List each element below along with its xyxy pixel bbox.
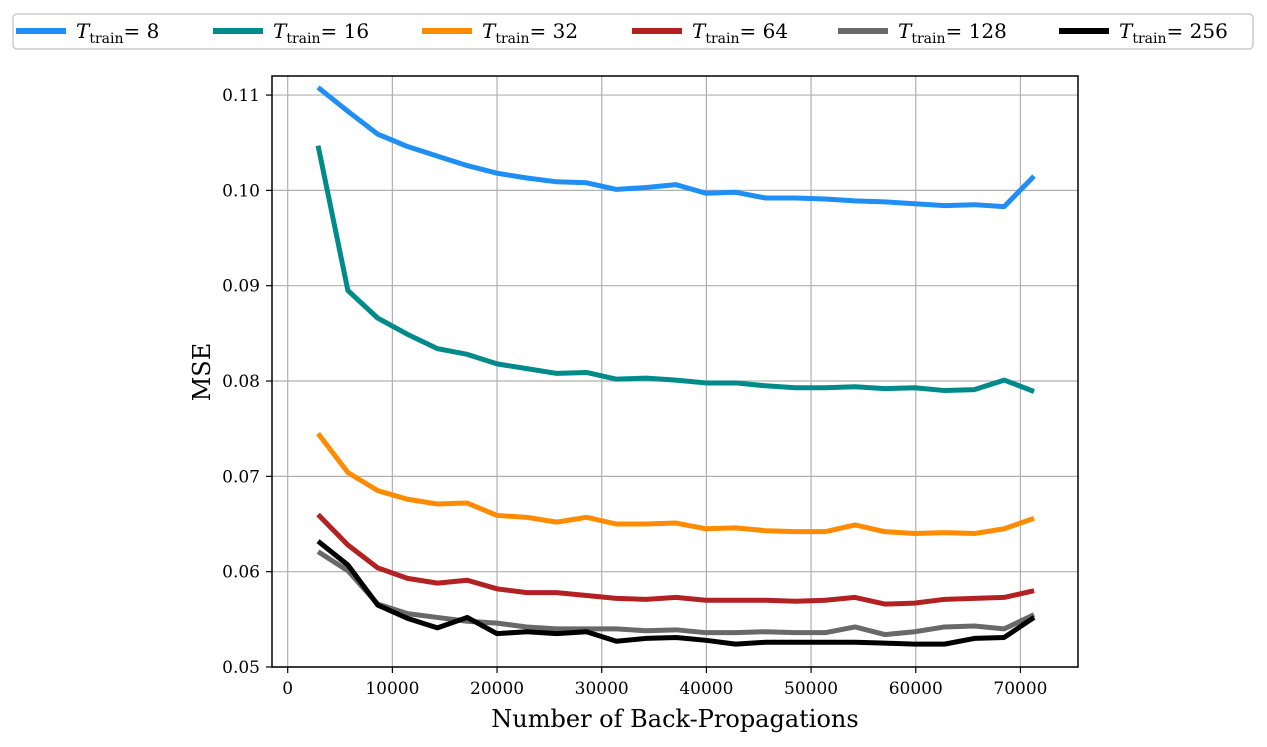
legend-label-base: T	[76, 19, 91, 43]
legend-label-subscript: train	[911, 31, 945, 47]
y-axis-label: MSE	[188, 343, 216, 402]
series-group	[315, 85, 1036, 647]
x-tick-label: 60000	[889, 679, 943, 699]
axis-ticks: 0 10000 20000 30000 40000 50000 60000 70000 0.05…	[222, 86, 1047, 699]
series-line-0	[316, 85, 1036, 210]
legend-label-subscript: train	[286, 31, 320, 47]
x-tick-label: 50000	[784, 679, 838, 699]
legend-label-value: = 256	[1167, 19, 1228, 43]
legend-label-value: = 32	[530, 19, 579, 43]
legend-label-subscript: train	[89, 31, 123, 47]
legend-label-subscript: train	[1132, 31, 1166, 47]
legend-label-5: Ttrain= 256	[1119, 19, 1228, 47]
y-tick-label: 0.06	[222, 563, 260, 583]
series-line-5	[316, 539, 1036, 647]
legend-label-value: = 16	[321, 19, 370, 43]
plot-frame	[271, 75, 1079, 668]
x-tick-label: 20000	[470, 679, 524, 699]
y-tick-label: 0.08	[222, 372, 260, 392]
x-tick-label: 30000	[575, 679, 629, 699]
legend-label-3: Ttrain= 64	[692, 19, 788, 47]
y-tick-label: 0.11	[222, 86, 260, 106]
legend-label-subscript: train	[495, 31, 529, 47]
series-line-4	[316, 549, 1036, 638]
legend-label-4: Ttrain= 128	[898, 19, 1007, 47]
y-tick-label: 0.09	[222, 277, 260, 297]
x-tick-label: 40000	[679, 679, 733, 699]
legend-label-value: = 128	[946, 19, 1007, 43]
legend-label-base: T	[1119, 19, 1134, 43]
legend-label-base: T	[898, 19, 913, 43]
legend-label-0: Ttrain= 8	[76, 19, 159, 47]
legend-label-1: Ttrain= 16	[273, 19, 369, 47]
series-line-3	[316, 512, 1035, 607]
plot-border	[271, 75, 1079, 668]
x-tick-label: 0	[282, 679, 293, 699]
series-line-2	[316, 431, 1035, 537]
legend-label-base: T	[482, 19, 497, 43]
y-tick-label: 0.10	[222, 181, 260, 201]
y-tick-label: 0.05	[222, 658, 260, 678]
legend-label-value: = 64	[740, 19, 789, 43]
legend-label-subscript: train	[705, 31, 739, 47]
x-tick-label: 70000	[993, 679, 1047, 699]
legend-label-base: T	[273, 19, 288, 43]
legend-label-value: = 8	[124, 19, 160, 43]
legend: Ttrain= 8 Ttrain= 16 Ttrain= 32 Ttrain= 64 T…	[12, 13, 1254, 50]
x-axis-label: Number of Back-Propagations	[491, 705, 858, 733]
legend-label-2: Ttrain= 32	[482, 19, 578, 47]
y-tick-label: 0.07	[222, 467, 260, 487]
legend-label-base: T	[692, 19, 707, 43]
grid	[272, 76, 1078, 668]
x-tick-label: 10000	[365, 679, 419, 699]
series-line-1	[315, 145, 1035, 394]
